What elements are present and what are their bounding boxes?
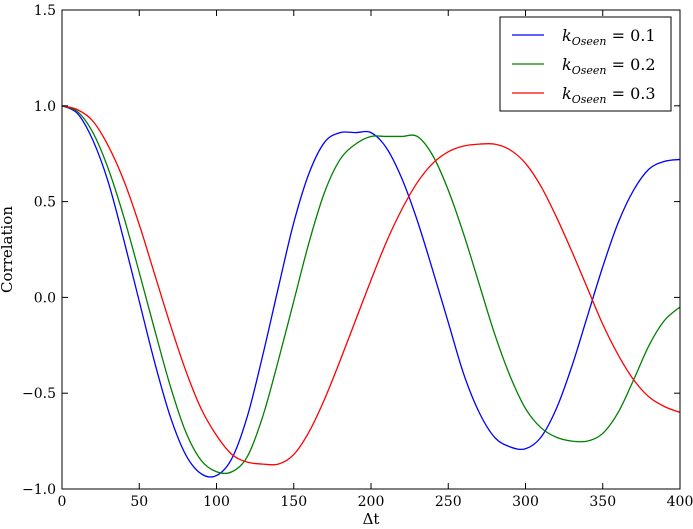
axis-ticks	[61, 9, 681, 490]
y-tick-label: 1.5	[34, 3, 56, 19]
x-tick-label: 400	[667, 494, 693, 510]
x-tick-label: 0	[58, 494, 67, 510]
y-tick-label: 0.0	[34, 290, 56, 306]
legend-entry-2: kOseen = 0.2	[562, 55, 656, 77]
y-tick-label: −1.0	[22, 482, 56, 498]
series-line-3	[61, 105, 681, 466]
y-tick-label: 0.5	[34, 195, 56, 211]
x-tick-label: 100	[203, 494, 230, 510]
legend-entry-3: kOseen = 0.3	[562, 84, 656, 106]
legend-entry-1: kOseen = 0.1	[562, 26, 656, 48]
x-tick-label: 150	[280, 494, 307, 510]
series-lines	[61, 105, 681, 478]
x-axis-label: Δt	[363, 510, 380, 528]
x-tick-label: 250	[435, 494, 462, 510]
x-tick-label: 300	[512, 494, 539, 510]
y-tick-label: 1.0	[34, 99, 56, 115]
tick-labels: 0 50 100 150 200 250 300 350 400 −1.0 −0.5 0.0 0.5 1.…	[22, 3, 693, 510]
x-tick-label: 200	[358, 494, 385, 510]
x-tick-label: 50	[130, 494, 148, 510]
y-axis-label: Correlation	[0, 206, 16, 293]
x-tick-label: 350	[589, 494, 616, 510]
legend: kOseen = 0.1 kOseen = 0.2 kOseen = 0.3	[499, 16, 672, 112]
y-tick-label: −0.5	[22, 386, 56, 402]
series-line-2	[61, 105, 681, 475]
series-line-1	[61, 105, 681, 478]
